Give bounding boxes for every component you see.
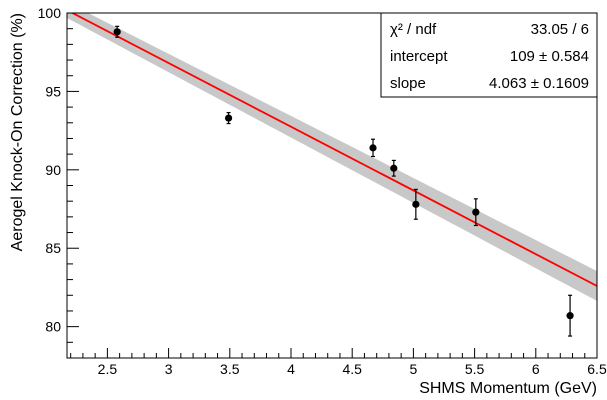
data-point (113, 25, 121, 38)
x-axis: 2.5 3 3.5 4 4.5 5 5.5 6 6.5 (70, 348, 607, 377)
y-axis-label: Aerogel Knock-On Correction (%) (9, 13, 26, 251)
y-tick-label: 90 (45, 162, 61, 178)
x-tick-label: 4 (287, 361, 295, 377)
fit-band-area (67, 13, 597, 301)
x-tick-label: 6.5 (587, 361, 607, 377)
x-tick-label: 6 (532, 361, 540, 377)
stats-box: χ² / ndf 33.05 / 6 intercept 109 ± 0.584… (380, 12, 598, 98)
x-tick-label: 3 (165, 361, 173, 377)
stats-label-intercept: intercept (390, 48, 448, 65)
data-point-marker (412, 200, 420, 208)
fit-confidence-band (67, 13, 597, 301)
stats-label-slope: slope (390, 75, 426, 92)
y-tick-label: 80 (45, 319, 61, 335)
x-tick-label: 3.5 (220, 361, 240, 377)
fit-line-group (70, 13, 597, 287)
stats-label-chi2: χ² / ndf (390, 21, 437, 38)
data-point (412, 188, 420, 220)
y-tick-label: 95 (45, 83, 61, 99)
x-tick-label: 4.5 (342, 361, 362, 377)
y-tick-label: 85 (45, 240, 61, 256)
x-axis-label: SHMS Momentum (GeV) (419, 380, 597, 397)
x-tick-label: 2.5 (98, 361, 118, 377)
data-point (224, 111, 233, 125)
data-point (390, 159, 398, 177)
data-point-marker (369, 144, 377, 152)
data-point-marker (113, 28, 121, 36)
y-tick-label: 100 (38, 5, 62, 21)
data-point-marker (566, 312, 574, 320)
data-point (369, 138, 377, 158)
stats-value-chi2: 33.05 / 6 (531, 21, 589, 38)
fit-line (70, 13, 597, 287)
x-tick-label: 5.5 (465, 361, 485, 377)
x-tick-label: 5 (409, 361, 417, 377)
stats-value-intercept: 109 ± 0.584 (510, 48, 589, 65)
data-point-marker (390, 164, 398, 172)
stats-box-frame (380, 12, 598, 98)
data-point-marker (224, 114, 233, 122)
data-points (113, 25, 574, 337)
stats-value-slope: 4.063 ± 0.1609 (489, 75, 589, 92)
data-point (472, 198, 480, 227)
data-point (566, 294, 574, 337)
data-point-marker (472, 208, 480, 216)
y-axis: 80 85 90 95 100 (38, 5, 79, 359)
